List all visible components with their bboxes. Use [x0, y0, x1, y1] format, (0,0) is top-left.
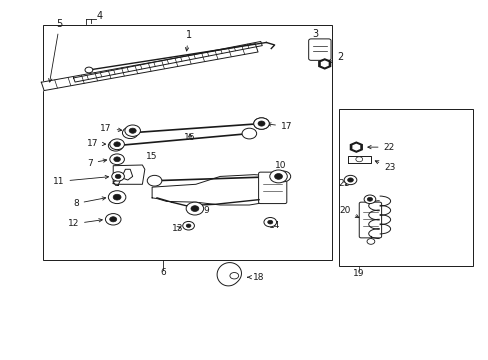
Circle shape [253, 118, 269, 129]
Bar [339, 109, 472, 266]
Circle shape [85, 67, 93, 73]
Polygon shape [73, 41, 262, 82]
Text: 17: 17 [267, 122, 292, 131]
Circle shape [124, 125, 140, 136]
Circle shape [122, 127, 138, 139]
Text: 14: 14 [268, 221, 280, 230]
Circle shape [355, 157, 362, 162]
Polygon shape [350, 142, 362, 152]
Circle shape [269, 170, 287, 183]
Circle shape [186, 224, 190, 228]
Text: 19: 19 [352, 269, 364, 278]
Polygon shape [321, 61, 327, 67]
Text: 2: 2 [327, 52, 343, 62]
Polygon shape [318, 59, 330, 69]
Text: 12: 12 [67, 219, 102, 229]
Circle shape [108, 140, 122, 151]
Text: 9: 9 [196, 206, 208, 215]
Circle shape [113, 194, 121, 200]
Text: 5: 5 [48, 18, 63, 82]
Text: 3: 3 [311, 28, 319, 44]
Circle shape [258, 121, 264, 126]
Circle shape [191, 206, 199, 211]
Circle shape [274, 174, 282, 179]
Circle shape [229, 273, 238, 279]
FancyBboxPatch shape [359, 202, 381, 238]
Text: 15: 15 [146, 152, 158, 161]
Circle shape [115, 174, 121, 179]
Circle shape [108, 191, 125, 203]
Circle shape [347, 178, 353, 182]
Text: 6: 6 [160, 268, 165, 277]
Text: 18: 18 [247, 273, 264, 282]
Circle shape [242, 128, 256, 139]
FancyBboxPatch shape [258, 172, 286, 203]
Circle shape [344, 175, 356, 185]
Polygon shape [41, 44, 258, 91]
Text: 13: 13 [171, 224, 183, 233]
Circle shape [105, 213, 121, 225]
Text: 23: 23 [374, 161, 395, 172]
Circle shape [364, 195, 375, 203]
Polygon shape [152, 175, 283, 205]
Text: 4: 4 [96, 12, 102, 21]
Circle shape [186, 202, 203, 215]
Polygon shape [113, 169, 132, 185]
Text: 17: 17 [87, 139, 105, 148]
Polygon shape [347, 156, 370, 163]
Circle shape [109, 217, 117, 222]
Circle shape [110, 139, 124, 150]
Circle shape [366, 197, 372, 201]
Bar [42, 24, 331, 260]
Circle shape [110, 154, 124, 165]
Circle shape [276, 171, 290, 182]
Circle shape [267, 220, 272, 224]
Text: 7: 7 [87, 159, 106, 168]
Circle shape [366, 239, 374, 244]
Text: 16: 16 [184, 133, 195, 142]
Text: 10: 10 [275, 161, 286, 176]
Circle shape [114, 157, 120, 162]
Text: 11: 11 [53, 175, 108, 186]
Polygon shape [352, 144, 359, 150]
Circle shape [264, 217, 276, 227]
Circle shape [253, 118, 269, 129]
Circle shape [147, 175, 162, 186]
Text: 8: 8 [73, 197, 105, 208]
Text: 20: 20 [338, 206, 358, 217]
FancyBboxPatch shape [308, 39, 330, 60]
Circle shape [129, 128, 136, 133]
Circle shape [183, 221, 194, 230]
Circle shape [112, 172, 124, 181]
Polygon shape [217, 262, 241, 286]
Text: 21: 21 [338, 179, 349, 188]
Circle shape [114, 142, 120, 147]
Text: 22: 22 [367, 143, 394, 152]
Text: 1: 1 [185, 30, 191, 51]
Text: 17: 17 [100, 124, 122, 133]
